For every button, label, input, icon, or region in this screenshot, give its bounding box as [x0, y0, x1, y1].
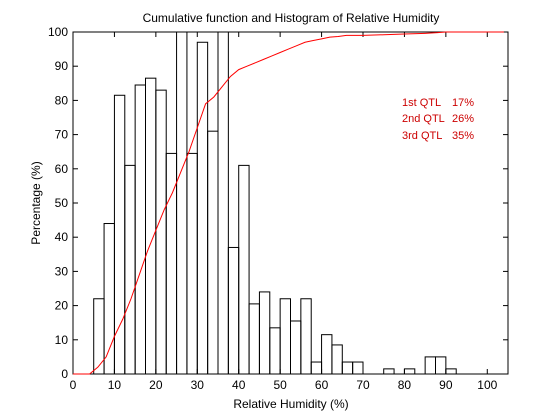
- histogram-bar: [310, 361, 323, 375]
- y-axis-label: Percentage (%): [29, 161, 43, 244]
- x-tick-label: 0: [70, 378, 77, 392]
- x-tick-label: 60: [315, 378, 329, 392]
- histogram-bar: [403, 368, 416, 375]
- histogram-bar: [279, 298, 291, 375]
- histogram-bar: [321, 334, 333, 375]
- histogram-bar: [103, 223, 115, 375]
- x-tick-label: 50: [273, 378, 287, 392]
- histogram-bar: [300, 298, 312, 375]
- cumulative-line: [73, 31, 504, 375]
- histogram-bar: [331, 344, 343, 375]
- annotation-q1-value: 17%: [452, 97, 474, 109]
- histogram-bar: [352, 361, 364, 375]
- y-tick-label: 0: [61, 367, 68, 381]
- y-tick-label: 30: [55, 264, 69, 278]
- histogram-bar: [383, 368, 395, 375]
- y-tick-label: 70: [55, 128, 69, 142]
- annotation-q1-label: 1st QTL: [402, 97, 441, 109]
- histogram-bar: [227, 246, 240, 375]
- y-tick-label: 90: [55, 59, 69, 73]
- x-tick-label: 70: [356, 378, 370, 392]
- histogram-bar: [445, 368, 457, 375]
- y-tick-label: 40: [55, 230, 69, 244]
- histogram-bar: [424, 356, 436, 375]
- histogram-bar: [207, 130, 219, 375]
- annotation-q2-value: 26%: [452, 113, 474, 125]
- x-tick-label: 20: [149, 378, 163, 392]
- annotation-q3-value: 35%: [452, 130, 474, 142]
- chart-title: Cumulative function and Histogram of Rel…: [143, 11, 440, 25]
- histogram-bar: [186, 152, 198, 375]
- y-tick-label: 80: [55, 93, 69, 107]
- x-tick-label: 40: [232, 378, 246, 392]
- x-tick-label: 100: [477, 378, 497, 392]
- histogram-bar: [269, 327, 281, 375]
- histogram-bar: [155, 89, 167, 375]
- histogram-bar: [196, 41, 209, 375]
- histogram-bar: [145, 77, 157, 375]
- histogram-bar: [248, 303, 260, 375]
- histogram-bar: [217, 31, 229, 375]
- annotation-q3-label: 3rd QTL: [402, 130, 442, 142]
- histogram-bar: [290, 320, 302, 375]
- annotation-q2-label: 2nd QTL: [402, 113, 445, 125]
- x-tick-label: 80: [398, 378, 412, 392]
- x-axis-label: Relative Humidity (%): [233, 397, 348, 411]
- y-tick-label: 50: [55, 196, 69, 210]
- x-tick-label: 30: [191, 378, 205, 392]
- histogram-bar: [134, 84, 146, 375]
- histogram-bar: [124, 164, 136, 375]
- y-tick-label: 10: [55, 333, 69, 347]
- y-tick-label: 100: [48, 25, 68, 39]
- histogram-bar: [176, 31, 188, 375]
- y-tick-label: 20: [55, 299, 69, 313]
- histogram-bar: [435, 356, 447, 375]
- x-tick-label: 10: [108, 378, 122, 392]
- quartile-annotations: 1st QTL 17% 2nd QTL 26% 3rd QTL 35%: [402, 97, 474, 142]
- histogram-bar: [238, 164, 250, 375]
- plot-area: 0 10 20 30 40 50 60 70 80 90 100 0 10 20 30 40 50 60 70 80 9…: [48, 25, 509, 392]
- x-tick-label: 90: [439, 378, 453, 392]
- y-tick-label: 60: [55, 162, 69, 176]
- histogram-bar: [258, 291, 271, 375]
- histogram-bar: [93, 298, 105, 375]
- histogram-bar: [341, 361, 354, 375]
